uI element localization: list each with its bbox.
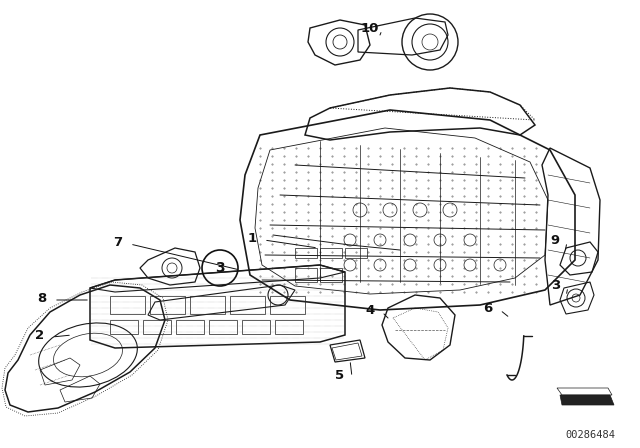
- Text: 6: 6: [483, 302, 493, 314]
- Text: 5: 5: [335, 369, 344, 382]
- Text: 3: 3: [552, 279, 561, 292]
- Text: 7: 7: [113, 236, 123, 249]
- Text: 1: 1: [248, 232, 257, 245]
- Polygon shape: [560, 395, 614, 405]
- Text: 10: 10: [361, 22, 379, 34]
- Text: 2: 2: [35, 328, 45, 341]
- Text: 00286484: 00286484: [565, 430, 615, 440]
- Text: 8: 8: [37, 292, 47, 305]
- Text: 9: 9: [550, 233, 559, 246]
- Text: 4: 4: [365, 303, 374, 316]
- Text: 3: 3: [215, 261, 225, 275]
